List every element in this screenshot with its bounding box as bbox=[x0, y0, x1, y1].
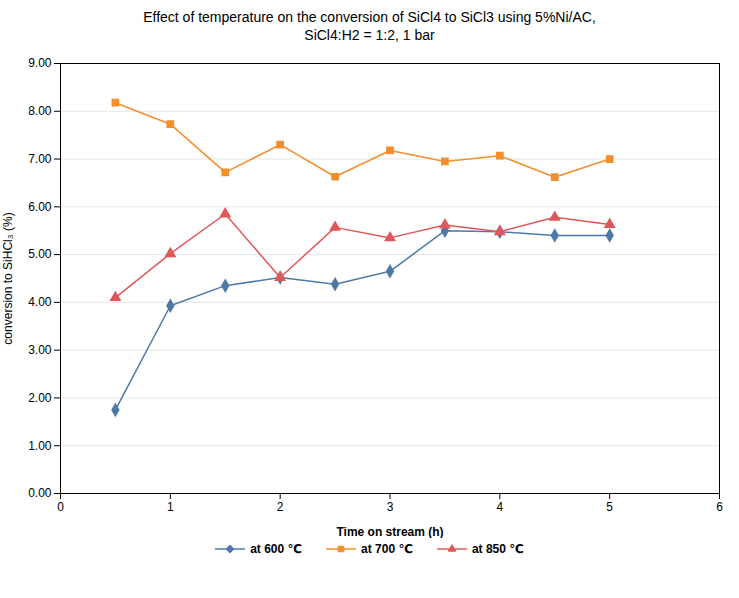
svg-text:1: 1 bbox=[167, 500, 174, 514]
svg-text:1.00: 1.00 bbox=[28, 439, 52, 453]
svg-text:3.00: 3.00 bbox=[28, 343, 52, 357]
svg-text:2: 2 bbox=[277, 500, 284, 514]
svg-text:3: 3 bbox=[387, 500, 394, 514]
svg-text:0.00: 0.00 bbox=[28, 487, 52, 501]
html-text:at 700 ℃: at 700 ℃ bbox=[361, 542, 413, 557]
svg-text:5.00: 5.00 bbox=[28, 248, 52, 262]
svg-text:9.00: 9.00 bbox=[28, 57, 52, 71]
html-text:at 600 ℃: at 600 ℃ bbox=[250, 542, 302, 557]
svg-text:0: 0 bbox=[57, 500, 64, 514]
html-text:at 850 ℃: at 850 ℃ bbox=[471, 542, 524, 557]
svg-text:5: 5 bbox=[606, 500, 613, 514]
svg-text:2.00: 2.00 bbox=[28, 391, 52, 405]
svg-text:4: 4 bbox=[496, 500, 503, 514]
html-text:Effect of temperature on the c: Effect of temperature on the conversion … bbox=[143, 9, 596, 44]
svg-text:Time on stream (h): Time on stream (h) bbox=[336, 525, 443, 539]
svg-text:8.00: 8.00 bbox=[28, 104, 52, 118]
svg-text:7.00: 7.00 bbox=[28, 152, 52, 166]
svg-text:6: 6 bbox=[716, 500, 723, 514]
svg-text:4.00: 4.00 bbox=[28, 296, 52, 310]
svg-text:conversion to SiHCl₃ (%): conversion to SiHCl₃ (%) bbox=[1, 213, 15, 345]
svg-text:6.00: 6.00 bbox=[28, 200, 52, 214]
